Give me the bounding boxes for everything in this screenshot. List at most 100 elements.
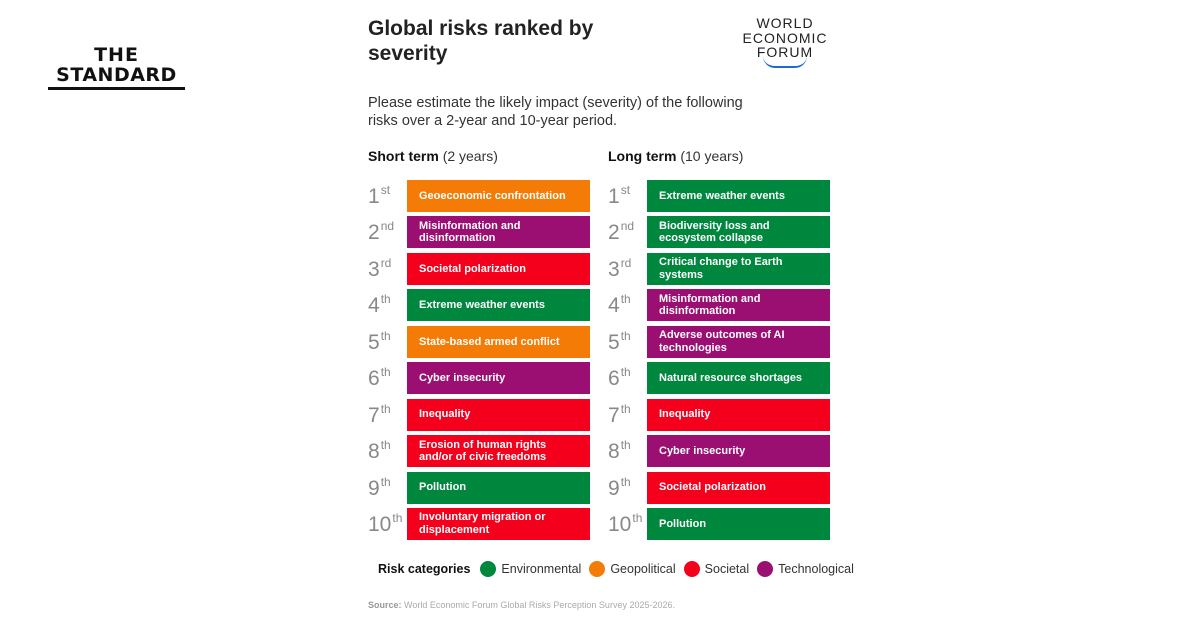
long-term-risk-bar: Misinformation and disinformation: [647, 289, 830, 322]
risk-label: Cyber insecurity: [659, 444, 746, 457]
logo-line-1: THE: [94, 44, 139, 66]
risk-label: Societal polarization: [419, 262, 526, 275]
rank-number: 1: [608, 185, 620, 208]
rank-suffix: th: [380, 401, 391, 416]
risk-label: Misinformation and disinformation: [419, 219, 521, 245]
wef-logo-line: WORLD: [756, 15, 814, 31]
long-term-risk-bar: Biodiversity loss and ecosystem collapse: [647, 216, 830, 249]
geopolitical-dot-icon: [589, 561, 606, 577]
rank-suffix: th: [380, 328, 391, 343]
long-term-risk-bar: Inequality: [647, 398, 830, 431]
rank-number: 3: [368, 257, 380, 281]
long-term-rank: 5th: [608, 329, 646, 355]
short-term-rank: 10th: [368, 511, 406, 537]
long-term-risk-bar: Critical change to Earth systems: [647, 252, 830, 285]
short-term-risk-bar: Societal polarization: [407, 252, 590, 285]
risk-label: State-based armed conflict: [419, 335, 560, 348]
source-note: Source: World Economic Forum Global Risk…: [368, 600, 675, 610]
rank-suffix: rd: [620, 255, 632, 270]
rank-number: 2: [368, 221, 380, 245]
short-term-rank: 5th: [368, 329, 406, 355]
short-term-rank: 4th: [368, 292, 406, 318]
short-term-rank: 8th: [368, 438, 406, 464]
rank-number: 10: [608, 512, 632, 536]
risk-label: Geoeconomic confrontation: [419, 189, 566, 202]
risk-label: Involuntary migration or displacement: [419, 511, 546, 536]
the-standard-logo: THE STANDARD: [48, 46, 185, 90]
rank-number: 4: [608, 294, 620, 318]
rank-suffix: th: [620, 365, 631, 380]
rank-number: 7: [608, 403, 620, 427]
long-term-rank: 4th: [608, 292, 646, 318]
legend-item: Societal: [704, 562, 750, 576]
short-term-risk-bar: Involuntary migration or displacement: [407, 507, 590, 540]
risk-label: Biodiversity loss and ecosystem collapse: [659, 219, 770, 245]
rank-suffix: th: [380, 438, 391, 453]
rank-suffix: th: [380, 365, 391, 380]
rank-suffix: st: [620, 183, 631, 197]
short-term-period: (2 years): [442, 148, 498, 164]
risk-label: Pollution: [419, 481, 467, 494]
rank-number: 10: [368, 512, 392, 536]
risk-label: Inequality: [419, 408, 471, 421]
rank-suffix: th: [620, 401, 631, 416]
description: Please estimate the likely impact (sever…: [368, 95, 743, 129]
rank-number: 2: [608, 221, 620, 245]
short-term-risk-bar: Erosion of human rights and/or of civic …: [407, 435, 590, 468]
rank-number: 8: [608, 440, 620, 464]
rank-number: 8: [368, 440, 380, 464]
source-label: Source:: [368, 600, 402, 610]
technological-dot-icon: [757, 561, 774, 577]
risk-label: Critical change to Earth systems: [659, 256, 783, 281]
rank-number: 6: [368, 367, 380, 391]
legend-item: Environmental: [501, 562, 582, 576]
rank-suffix: th: [632, 510, 643, 525]
risk-label: Extreme weather events: [659, 189, 785, 202]
rank-number: 3: [608, 257, 620, 281]
rank-suffix: th: [620, 474, 631, 489]
rank-suffix: th: [620, 438, 631, 453]
risk-label: Cyber insecurity: [419, 371, 506, 384]
risk-label: Erosion of human rights and/or of civic …: [419, 438, 547, 464]
short-term-risk-bar: Extreme weather events: [407, 289, 590, 322]
rank-suffix: nd: [380, 219, 395, 234]
legend-title: Risk categories: [378, 562, 471, 576]
short-term-rank: 3rd: [368, 256, 406, 282]
short-term-rank: 1st: [368, 183, 406, 209]
rank-number: 6: [608, 367, 620, 391]
rank-number: 5: [368, 330, 380, 354]
rank-number: 9: [608, 476, 620, 500]
wef-arc-icon: [763, 56, 807, 68]
environmental-dot-icon: [480, 561, 497, 577]
source-text: World Economic Forum Global Risks Percep…: [404, 600, 675, 610]
short-term-risk-bar: State-based armed conflict: [407, 325, 590, 358]
risk-label: Societal polarization: [659, 481, 766, 494]
long-term-rank: 3rd: [608, 256, 646, 282]
rank-number: 9: [368, 476, 380, 500]
short-term-risk-bar: Pollution: [407, 471, 590, 504]
wef-logo-line: FORUM: [756, 44, 814, 60]
risk-label: Natural resource shortages: [659, 371, 803, 384]
risk-label: Misinformation and disinformation: [659, 292, 761, 318]
rank-suffix: th: [380, 474, 391, 489]
risk-label: Extreme weather events: [419, 299, 545, 312]
risk-label: Pollution: [659, 517, 707, 530]
short-term-rank: 2nd: [368, 219, 406, 245]
rank-number: 1: [368, 185, 380, 208]
short-term-risk-bar: Cyber insecurity: [407, 362, 590, 395]
long-term-risk-bar: Adverse outcomes of AI technologies: [647, 325, 830, 358]
legend: Risk categories Environmental Geopolitic…: [378, 561, 854, 577]
long-term-rank: 1st: [608, 183, 646, 209]
short-term-risk-bar: Misinformation and disinformation: [407, 216, 590, 249]
long-term-risk-bar: Societal polarization: [647, 471, 830, 504]
long-term-period: (10 years): [680, 148, 744, 164]
short-term-rank: 9th: [368, 475, 406, 501]
risk-label: Inequality: [659, 408, 711, 421]
rank-suffix: th: [380, 292, 391, 307]
rank-suffix: rd: [380, 255, 392, 270]
logo-line-2: STANDARD: [48, 65, 185, 90]
wef-logo: WORLD ECONOMIC FORUM: [735, 16, 835, 68]
rank-suffix: th: [620, 328, 631, 343]
rank-suffix: nd: [620, 219, 635, 234]
legend-item: Technological: [778, 562, 854, 576]
